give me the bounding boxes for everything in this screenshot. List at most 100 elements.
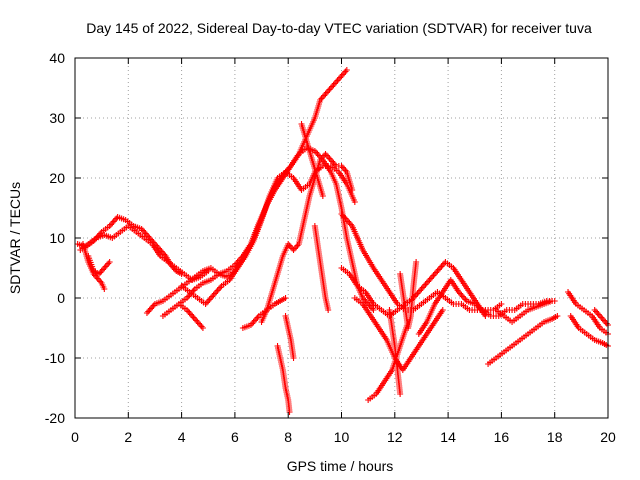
data-point: [106, 259, 113, 265]
data-point: [554, 313, 561, 319]
data-point: [597, 313, 604, 319]
series-arc-11: [274, 343, 293, 415]
data-point-fill: [326, 155, 333, 162]
x-tick-label: 16: [494, 429, 510, 445]
data-point: [602, 319, 609, 325]
y-tick-label: 10: [49, 230, 65, 246]
series-arc-24: [565, 289, 611, 337]
y-tick-label: -10: [45, 350, 65, 366]
data-point-fill: [314, 151, 321, 157]
data-point-fill: [425, 278, 432, 285]
data-point-fill: [458, 292, 465, 298]
x-tick-label: 18: [547, 429, 563, 445]
x-tick-label: 0: [71, 429, 79, 445]
data-point-fill: [341, 70, 348, 76]
series-arc-4: [85, 253, 113, 277]
data-point-fill: [143, 232, 150, 238]
data-point-fill: [437, 265, 444, 271]
data-point: [591, 307, 598, 313]
data-point-fill: [105, 260, 112, 267]
data-point: [282, 295, 289, 301]
data-point-fill: [211, 290, 218, 297]
data-point-fill: [599, 316, 606, 322]
data-point-fill: [594, 310, 601, 316]
data-point: [338, 163, 345, 169]
data-point-fill: [103, 262, 110, 268]
x-tick-label: 4: [178, 429, 186, 445]
data-point-fill: [217, 284, 224, 291]
data-point-fill: [337, 74, 344, 81]
data-point-fill: [185, 308, 192, 315]
data-point: [439, 307, 446, 313]
data-point: [349, 187, 356, 193]
data-point-fill: [339, 164, 346, 171]
data-point-fill: [431, 271, 438, 277]
data-point-fill: [325, 88, 332, 94]
data-point-fill: [185, 293, 192, 300]
data-point: [199, 325, 206, 331]
data-point-fill: [94, 275, 101, 282]
data-point-fill: [331, 80, 338, 87]
data-point-fill: [415, 289, 422, 295]
data-point: [397, 391, 404, 397]
x-tick-label: 6: [231, 429, 239, 445]
data-point-fill: [147, 305, 154, 312]
tick-layer: 0 2 4 6 8 10 12 14 16 18 20 -20 -10 0 10 20 30 40: [45, 50, 616, 445]
data-point-fill: [598, 314, 605, 321]
data-point-fill: [214, 287, 221, 294]
data-point-fill: [459, 293, 466, 300]
data-point-fill: [319, 94, 326, 100]
data-point-fill: [595, 311, 602, 318]
data-point: [351, 199, 358, 205]
series-arc-17: [351, 295, 446, 373]
data-point-fill: [329, 158, 336, 165]
data-point-fill: [187, 311, 194, 318]
data-point: [101, 286, 108, 292]
data-point-fill: [205, 298, 212, 304]
data-point-fill: [197, 322, 204, 328]
y-tick-label: -20: [45, 410, 65, 426]
data-point-fill: [326, 86, 333, 93]
data-point: [482, 313, 489, 319]
series-arc-26: [591, 307, 611, 328]
data-point: [322, 151, 329, 157]
data-point: [290, 355, 297, 361]
data-point-fill: [291, 245, 298, 252]
data-point-fill: [429, 274, 436, 280]
data-point: [143, 310, 150, 316]
series-arc-13: [311, 223, 332, 313]
series-arc-19: [386, 307, 404, 397]
data-point-fill: [190, 314, 197, 321]
data-point: [146, 235, 153, 241]
data-point-fill: [423, 280, 430, 286]
data-point: [210, 292, 217, 298]
data-point-fill: [142, 230, 149, 237]
data-point-fill: [346, 220, 353, 226]
data-point-fill: [334, 77, 341, 84]
data-point: [370, 307, 377, 313]
data-point-fill: [209, 293, 216, 300]
data-point-fill: [427, 275, 434, 282]
data-point-fill: [342, 68, 349, 75]
series-arc-20: [397, 259, 420, 331]
data-point: [191, 316, 198, 322]
series-arc-16: [338, 211, 505, 313]
x-axis-label: GPS time / hours: [287, 458, 394, 474]
data-point: [290, 247, 297, 253]
data-point-fill: [99, 266, 106, 273]
data-point-fill: [323, 152, 330, 159]
y-axis-label: SDTVAR / TECUs: [7, 182, 23, 294]
data-point-fill: [323, 89, 330, 96]
data-point: [426, 277, 433, 283]
data-point-fill: [189, 313, 196, 319]
data-point-fill: [113, 215, 120, 222]
data-point-fill: [330, 160, 337, 166]
data-point-fill: [287, 244, 294, 250]
y-tick-label: 40: [49, 50, 65, 66]
series-arc-2: [77, 223, 212, 283]
x-tick-label: 14: [440, 429, 456, 445]
data-point-fill: [438, 263, 445, 270]
data-point-fill: [430, 272, 437, 279]
data-point-fill: [421, 283, 428, 289]
x-tick-label: 20: [600, 429, 616, 445]
